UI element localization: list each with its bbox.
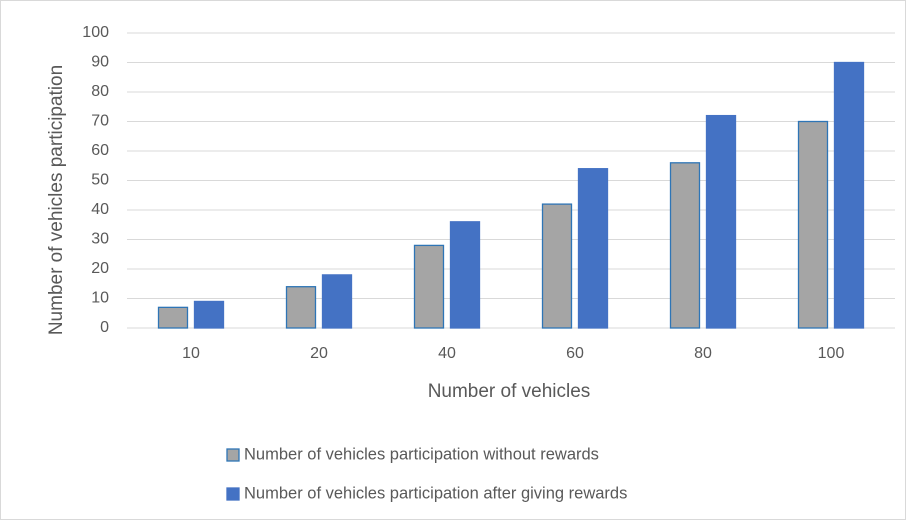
x-tick-label: 20: [310, 345, 328, 362]
legend-label: Number of vehicles participation without…: [244, 445, 599, 463]
x-tick-label: 40: [438, 345, 456, 362]
x-tick-label: 60: [566, 345, 584, 362]
y-tick-label: 20: [91, 260, 109, 277]
bar: [577, 168, 609, 329]
bar: [193, 300, 225, 329]
y-tick-label: 0: [100, 319, 109, 336]
bar: [413, 244, 445, 329]
y-tick-label: 40: [91, 201, 109, 218]
legend-swatch: [226, 487, 240, 501]
legend-swatch: [226, 448, 240, 462]
y-tick-label: 70: [91, 113, 109, 130]
x-axis-title: Number of vehicles: [428, 381, 591, 402]
y-axis-title: Number of vehicles participation: [46, 65, 67, 335]
bar: [833, 61, 865, 329]
y-tick-label: 100: [82, 24, 109, 41]
y-tick-label: 30: [91, 231, 109, 248]
legend-label: Number of vehicles participation after g…: [244, 484, 627, 502]
x-tick-label: 80: [694, 345, 712, 362]
x-tick-label: 10: [182, 345, 200, 362]
y-tick-label: 50: [91, 172, 109, 189]
y-tick-label: 80: [91, 83, 109, 100]
bar: [541, 203, 573, 329]
bar: [705, 114, 737, 329]
bar: [797, 120, 829, 329]
x-tick-label: 100: [818, 345, 845, 362]
y-tick-label: 90: [91, 54, 109, 71]
y-tick-label: 10: [91, 290, 109, 307]
bar: [157, 306, 189, 329]
bar: [285, 286, 317, 329]
y-tick-label: 60: [91, 142, 109, 159]
bar: [321, 274, 353, 329]
bar: [669, 162, 701, 329]
bar: [449, 221, 481, 329]
